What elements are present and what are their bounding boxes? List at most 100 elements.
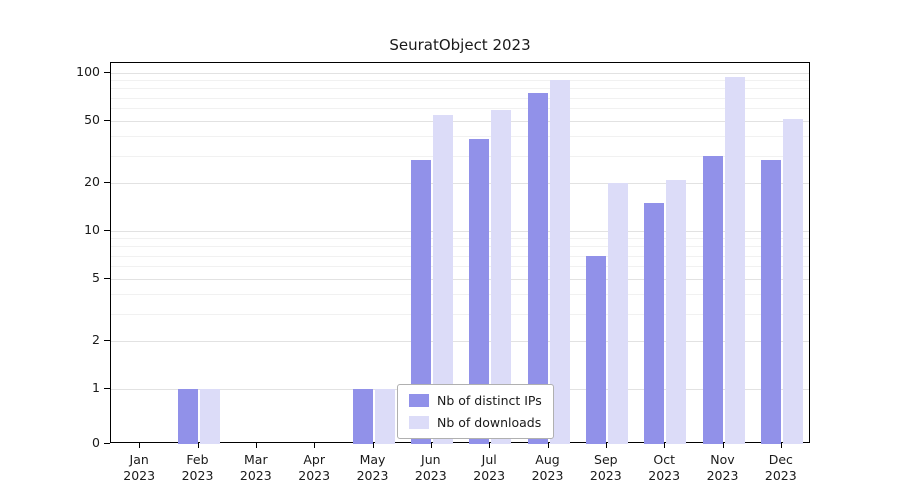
x-tick-mark	[255, 443, 257, 448]
bar-downloads-oct	[666, 180, 687, 444]
bar-distinct-ips-sep	[585, 255, 606, 444]
y-tick-mark	[104, 340, 110, 342]
minor-gridline	[111, 88, 809, 90]
y-tick-mark	[104, 388, 110, 389]
bar-distinct-ips-may	[352, 389, 373, 444]
x-tick-label-month: Aug	[535, 452, 560, 467]
minor-gridline	[111, 266, 809, 268]
x-tick-label: Feb 2023	[168, 452, 228, 485]
x-tick-mark	[780, 443, 782, 448]
bar-distinct-ips-oct	[644, 203, 665, 444]
y-tick-mark	[104, 230, 110, 231]
gridline	[111, 183, 809, 185]
y-tick-mark	[104, 119, 110, 121]
y-tick-label: 5	[92, 269, 100, 285]
y-tick-label: 50	[84, 111, 100, 127]
x-tick-label-month: Nov	[710, 452, 735, 467]
minor-gridline	[111, 80, 809, 82]
x-tick-label: Jul 2023	[459, 452, 519, 485]
y-tick-mark	[104, 72, 110, 73]
legend: Nb of distinct IPs Nb of downloads	[397, 384, 554, 439]
chart-title: SeuratObject 2023	[389, 36, 531, 54]
gridline	[111, 341, 809, 343]
y-tick-label: 10	[84, 222, 100, 237]
x-tick-mark	[605, 443, 607, 448]
x-tick-label-month: Apr	[303, 452, 325, 467]
x-tick-mark	[489, 443, 491, 448]
x-tick-label-year: 2023	[648, 468, 681, 484]
bar-downloads-jul	[491, 110, 512, 444]
bar-distinct-ips-jun	[410, 160, 431, 444]
x-tick-label: Oct 2023	[634, 452, 694, 485]
x-tick-label-month: Jul	[481, 452, 497, 467]
gridline	[111, 278, 809, 280]
minor-gridline	[111, 135, 809, 137]
bar-distinct-ips-dec	[760, 160, 781, 444]
bar-downloads-jun	[432, 115, 453, 444]
x-tick-mark	[547, 443, 549, 448]
x-tick-label-year: 2023	[589, 468, 622, 484]
legend-item-distinct-ips: Nb of distinct IPs	[409, 393, 542, 408]
legend-label-distinct-ips: Nb of distinct IPs	[437, 393, 542, 408]
x-tick-label-year: 2023	[298, 468, 331, 484]
minor-gridline	[111, 293, 809, 295]
x-tick-label: Sep 2023	[576, 452, 636, 485]
x-tick-label-year: 2023	[414, 468, 447, 484]
x-tick-label-month: Dec	[768, 452, 793, 467]
y-tick-label: 1	[92, 380, 100, 395]
bar-downloads-nov	[724, 76, 745, 444]
minor-gridline	[111, 313, 809, 315]
minor-gridline	[111, 155, 809, 157]
x-tick-mark	[722, 443, 724, 448]
minor-gridline	[111, 238, 809, 240]
x-tick-mark	[372, 443, 374, 448]
x-tick-label: Apr 2023	[284, 452, 344, 485]
legend-item-downloads: Nb of downloads	[409, 415, 542, 430]
x-tick-label-year: 2023	[239, 468, 272, 484]
x-tick-label: May 2023	[343, 452, 403, 485]
x-tick-mark	[314, 443, 316, 448]
y-tick-mark	[104, 443, 110, 444]
x-tick-label-year: 2023	[181, 468, 214, 484]
x-tick-mark	[139, 443, 141, 448]
y-tick-label: 2	[92, 332, 100, 348]
x-tick-label-month: Jan	[129, 452, 149, 467]
y-tick-mark	[104, 182, 110, 184]
plot-area: Nb of distinct IPs Nb of downloads	[110, 62, 810, 444]
legend-swatch-distinct-ips	[409, 394, 429, 407]
minor-gridline	[111, 97, 809, 99]
x-tick-label-month: Feb	[186, 452, 209, 467]
x-tick-label-year: 2023	[764, 468, 797, 484]
gridline	[111, 73, 809, 74]
bar-distinct-ips-feb	[177, 389, 198, 444]
legend-swatch-downloads	[409, 416, 429, 429]
x-tick-label-month: Mar	[244, 452, 268, 467]
bar-distinct-ips-aug	[527, 92, 548, 444]
x-tick-label-year: 2023	[706, 468, 739, 484]
bar-downloads-may	[374, 389, 395, 444]
x-tick-label-year: 2023	[356, 468, 389, 484]
x-tick-mark	[430, 443, 432, 448]
bar-downloads-dec	[782, 119, 803, 444]
minor-gridline	[111, 246, 809, 248]
x-tick-label-month: May	[359, 452, 386, 467]
y-tick-label: 0	[92, 435, 100, 450]
y-tick-label: 20	[84, 174, 100, 190]
x-tick-label: Dec 2023	[751, 452, 811, 485]
bar-downloads-feb	[199, 389, 220, 444]
bar-distinct-ips-nov	[702, 155, 723, 444]
legend-label-downloads: Nb of downloads	[437, 415, 542, 430]
x-tick-label: Jun 2023	[401, 452, 461, 485]
x-tick-label-month: Sep	[594, 452, 618, 467]
bar-downloads-aug	[549, 80, 570, 444]
x-tick-label-month: Oct	[653, 452, 675, 467]
minor-gridline	[111, 108, 809, 110]
x-tick-label: Nov 2023	[693, 452, 753, 485]
x-tick-label-year: 2023	[123, 468, 156, 484]
x-tick-mark	[197, 443, 199, 448]
x-tick-label: Mar 2023	[226, 452, 286, 485]
bar-downloads-sep	[607, 183, 628, 444]
bar-distinct-ips-jul	[469, 139, 490, 444]
x-tick-label: Aug 2023	[518, 452, 578, 485]
